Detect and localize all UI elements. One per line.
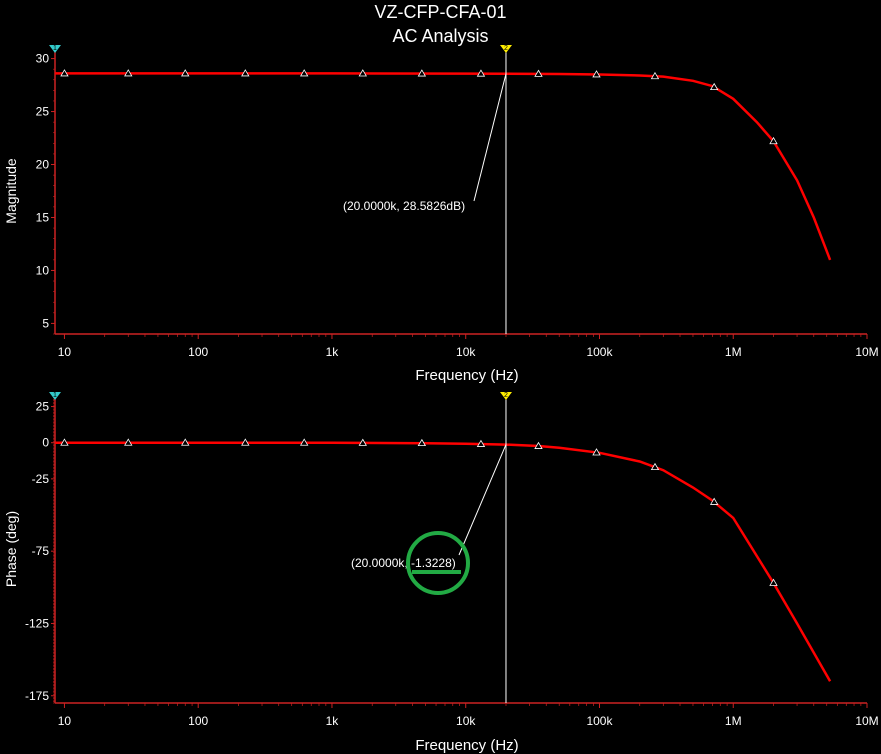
x-tick-label: 1k [326,714,340,728]
data-point-marker [769,136,778,145]
y-axis-label: Magnitude [3,158,19,224]
highlight-circle [406,531,470,595]
chart-subtitle: AC Analysis [392,26,489,46]
x-axis-label: Frequency (Hz) [415,737,518,754]
y-axis-label: Phase (deg) [3,511,19,587]
data-point-marker [592,448,601,456]
y-tick-label: 0 [42,436,49,450]
x-tick-label: 100 [188,345,208,359]
chart-title: VZ-CFP-CFA-01 [374,2,507,22]
cursor-2-label: 2 [504,392,508,399]
data-point-marker [476,69,486,77]
y-tick-label: 15 [36,210,50,224]
x-tick-label: 10M [855,714,878,728]
x-tick-label: 10M [855,345,878,359]
data-point-marker [299,438,309,446]
y-tick-label: -25 [32,472,50,486]
data-point-marker [650,462,660,471]
cursor-1-marker[interactable] [49,392,61,400]
phase-trace [55,441,832,682]
x-axis-label: Frequency (Hz) [415,367,518,384]
data-point-marker [358,438,367,446]
data-point-marker [417,438,427,447]
data-point-marker [709,497,719,505]
magnitude-trace [55,72,832,261]
cursor-1-marker[interactable] [49,45,61,53]
data-point-marker [476,439,486,447]
x-tick-label: 100 [188,714,208,728]
x-tick-label: 1k [326,345,340,359]
data-point-marker [534,69,543,77]
data-point-marker [650,71,660,80]
annotation-leader-line [473,73,507,202]
data-point-marker [60,438,69,446]
x-tick-label: 10k [456,714,476,728]
data-point-marker [592,70,601,78]
cursor-2-label: 2 [504,45,508,52]
data-point-marker [358,69,367,77]
y-tick-label: 20 [36,158,50,172]
cursor-2-marker[interactable] [499,392,512,400]
data-point-marker [241,438,250,446]
x-tick-label: 10 [58,345,72,359]
y-tick-label: 25 [36,400,50,414]
cursor-1-label: 1 [53,392,57,399]
cursor-readout: (20.0000k, -1.3228) [351,556,456,570]
annotation-leader-line [458,444,507,556]
data-point-marker [299,69,309,77]
x-tick-label: 10k [456,345,476,359]
data-point-marker [709,82,719,91]
x-tick-label: 1M [725,714,742,728]
y-tick-label: -75 [32,544,50,558]
y-tick-label: 5 [42,316,49,330]
data-point-marker [241,69,250,77]
data-point-marker [417,69,427,77]
data-point-marker [769,578,778,586]
data-point-marker [534,441,543,449]
y-tick-label: 30 [36,52,50,66]
data-point-marker [60,69,69,77]
cursor-1-label: 1 [53,45,57,52]
x-tick-label: 1M [725,345,742,359]
x-tick-label: 10 [58,714,72,728]
cursor-2-marker[interactable] [499,45,512,53]
y-tick-label: -175 [25,689,49,703]
cursor-readout: (20.0000k, 28.5826dB) [343,199,465,213]
data-point-marker [124,438,133,446]
data-point-marker [181,69,190,77]
x-tick-label: 100k [586,714,613,728]
y-tick-label: 25 [36,105,50,119]
x-tick-label: 100k [586,345,613,359]
y-tick-label: 10 [36,263,50,277]
data-point-marker [181,438,190,446]
data-point-marker [124,69,133,77]
y-tick-label: -125 [25,616,49,630]
